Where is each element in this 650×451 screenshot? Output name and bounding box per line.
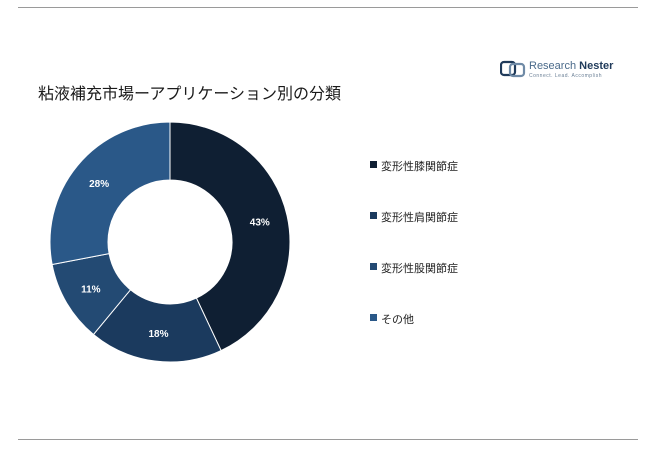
legend-label: 変形性膝関節症 [381,160,458,173]
donut-slice-4 [49,121,171,266]
slice-label-1: 43% [250,217,270,228]
brand-name-bold: Nester [579,60,614,72]
chart-title: 粘液補充市場ーアプリケーション別の分類 [38,84,342,103]
legend-label: 変形性肩関節症 [381,211,458,224]
legend-label: その他 [381,313,414,326]
slice-label-4: 28% [89,179,109,190]
donut-slice-1 [169,121,291,352]
slice-label-2: 18% [148,329,168,340]
slice-label-3: 11% [81,284,101,295]
top-divider [18,7,638,8]
brand-name-light: Research [529,60,577,72]
legend-label: 変形性股関節症 [381,262,458,275]
bottom-divider [18,439,638,440]
logo-icon [500,60,526,78]
legend-swatch [370,161,377,168]
brand-tagline: Connect. Lead. Accomplish [529,73,603,79]
brand-name: Research Nester [529,60,613,72]
legend-swatch [370,314,377,321]
legend-swatch [370,263,377,270]
legend-swatch [370,212,377,219]
